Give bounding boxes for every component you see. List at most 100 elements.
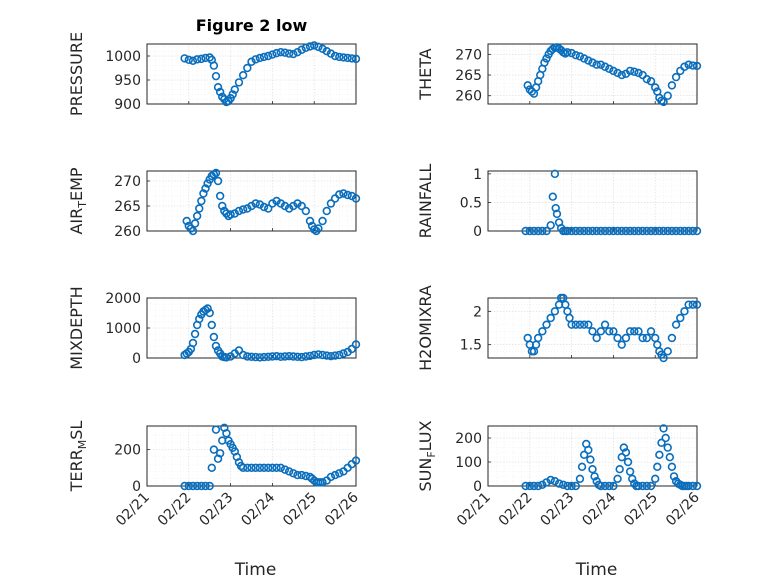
data-point — [251, 55, 260, 64]
x-tick-label: 02/25 — [280, 490, 320, 530]
data-point — [330, 351, 340, 360]
subplot-8: 0 100 200 SUNFLUX 02/21 02/22 02/23 02/24 02/25 0… — [416, 420, 703, 580]
data-point — [600, 62, 610, 71]
data-point — [667, 462, 677, 471]
data-point — [207, 320, 216, 330]
data-point — [680, 226, 689, 236]
data-point — [546, 475, 555, 485]
x-tick-label: 02/22 — [496, 490, 536, 530]
data-point — [259, 52, 269, 62]
data-point — [197, 196, 206, 206]
y-tick-label: 265 — [114, 199, 141, 215]
subplot-4: 0 0.5 1 RAINFALL — [416, 164, 702, 240]
data-point — [650, 83, 660, 92]
data-point — [655, 450, 664, 459]
y-tick-label: 900 — [114, 97, 141, 113]
data-point — [554, 479, 564, 488]
data-point — [523, 81, 532, 90]
y-axis-label: TERRMSL — [67, 421, 89, 493]
data-point — [579, 450, 589, 459]
data-point — [180, 54, 189, 63]
data-point — [659, 353, 668, 363]
data-point — [243, 352, 252, 361]
axes-border — [146, 297, 357, 359]
data-point — [272, 196, 281, 206]
data-point — [642, 226, 652, 236]
data-point — [322, 206, 331, 216]
data-point — [259, 352, 269, 362]
data-point — [347, 344, 357, 354]
subplot-7: 0 200 TERRMSL 02/21 02/22 02/23 02/24 02/25 02/2… — [67, 421, 362, 580]
data-point — [605, 64, 614, 74]
data-point — [692, 226, 702, 236]
data-point — [314, 224, 323, 233]
data-point — [609, 481, 618, 491]
x-tick-label: 02/25 — [621, 490, 661, 530]
data-point — [596, 60, 606, 69]
x-tick-label: 02/21 — [113, 490, 153, 530]
data-point — [596, 226, 606, 236]
data-point — [192, 55, 202, 64]
data-point — [623, 457, 633, 467]
data-point — [567, 481, 576, 491]
data-point — [215, 191, 225, 201]
data-point — [284, 49, 294, 58]
data-point — [343, 190, 352, 200]
data-point — [268, 463, 277, 473]
data-point — [268, 50, 277, 59]
data-point — [293, 352, 302, 361]
data-point — [533, 333, 543, 343]
axes-border — [146, 425, 357, 487]
data-point — [592, 226, 601, 236]
data-point — [211, 168, 221, 178]
data-point — [347, 54, 357, 63]
data-point — [588, 226, 597, 236]
data-point — [180, 481, 189, 491]
data-point — [521, 226, 530, 236]
data-point — [255, 53, 265, 63]
data-point — [571, 320, 580, 329]
data-point — [680, 307, 689, 316]
data-point — [326, 199, 336, 208]
data-point — [351, 54, 361, 64]
data-point — [207, 463, 216, 473]
data-point — [692, 300, 702, 309]
data-point — [255, 200, 265, 209]
data-point — [184, 481, 194, 491]
data-point — [676, 313, 685, 323]
data-point — [600, 226, 610, 236]
data-point — [669, 472, 679, 481]
data-point — [688, 226, 698, 236]
x-tick-label: 02/24 — [579, 489, 619, 529]
data-point — [222, 429, 231, 438]
data-point — [335, 190, 344, 199]
data-point — [625, 467, 635, 476]
data-point — [280, 465, 290, 474]
data-point — [676, 66, 685, 76]
x-tick-label: 02/23 — [197, 490, 237, 530]
data-point — [284, 352, 294, 361]
data-point — [646, 77, 656, 86]
data-point — [571, 226, 580, 236]
data-point — [684, 226, 693, 236]
data-point — [638, 481, 647, 491]
data-point — [276, 199, 285, 208]
data-point — [567, 48, 576, 58]
data-point — [205, 308, 214, 318]
axes-border — [487, 425, 698, 487]
data-point — [579, 54, 589, 63]
data-point — [575, 52, 585, 61]
subplot-1: 900 950 1000 PRESSURE Figure 2 low — [67, 16, 361, 116]
data-point — [326, 49, 336, 58]
data-point — [234, 346, 244, 355]
data-point — [318, 478, 327, 487]
data-point — [525, 226, 534, 236]
data-point — [314, 350, 323, 359]
data-point — [301, 352, 311, 361]
data-point — [546, 221, 555, 230]
data-point — [351, 456, 361, 465]
y-tick-label: 270 — [455, 47, 482, 63]
data-point — [575, 226, 585, 236]
data-point — [318, 216, 327, 226]
data-point — [293, 470, 302, 480]
